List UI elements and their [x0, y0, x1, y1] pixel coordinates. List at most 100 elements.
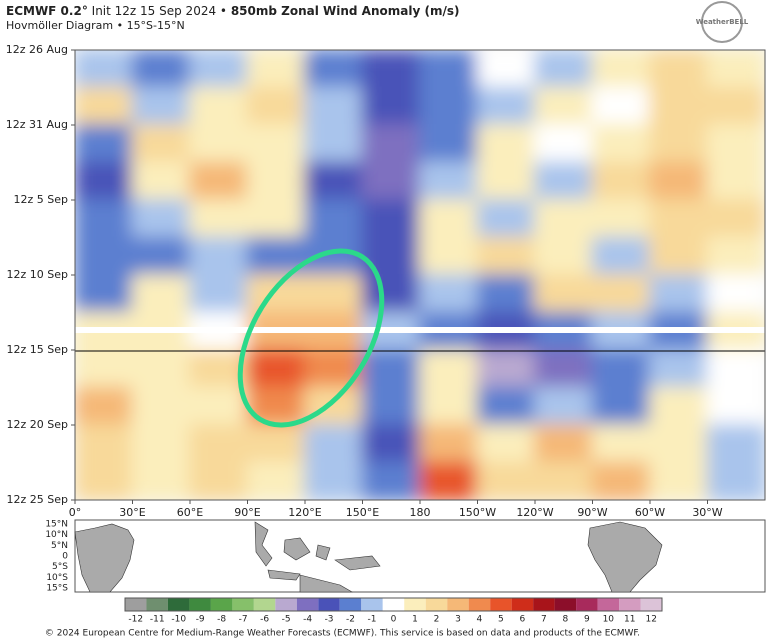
colorbar-swatch — [232, 598, 254, 611]
heat-cell — [419, 124, 479, 164]
heat-cell — [706, 461, 765, 500]
map-lat-label: 5°N — [51, 541, 68, 551]
heat-cell — [246, 274, 306, 314]
heat-cell — [419, 236, 479, 276]
heat-cell — [534, 386, 594, 426]
heat-cell — [246, 124, 306, 164]
heat-cell — [131, 424, 191, 464]
colorbar-swatch — [468, 598, 491, 611]
colorbar-tick-label: 7 — [541, 615, 547, 625]
colorbar-tick-label: -3 — [325, 615, 334, 625]
heat-cell — [131, 386, 191, 426]
colorbar-tick-label: 10 — [603, 615, 615, 625]
colorbar-swatch — [447, 598, 469, 611]
heat-cell — [246, 461, 306, 500]
heat-cell — [476, 424, 536, 464]
x-tick-label: 60°E — [177, 506, 203, 519]
heat-cell — [706, 124, 765, 164]
x-tick-label: 150°W — [459, 506, 496, 519]
colorbar-tick-label: -8 — [217, 615, 226, 625]
x-tick-label: 120°W — [516, 506, 553, 519]
heat-cell — [534, 349, 594, 389]
y-tick-label: 12z 10 Sep — [7, 268, 69, 281]
x-tick-label: 60°W — [635, 506, 665, 519]
colorbar-tick-label: 4 — [477, 615, 483, 625]
heat-cell — [476, 236, 536, 276]
heat-cell — [476, 86, 536, 126]
heat-cell — [131, 124, 191, 164]
heat-cell — [706, 161, 765, 201]
heat-cell — [131, 274, 191, 314]
heat-cell — [476, 274, 536, 314]
heat-cell — [304, 86, 364, 126]
colorbar-swatch — [425, 598, 448, 611]
map-lat-label: 0 — [62, 552, 68, 562]
heat-cell — [304, 424, 364, 464]
heat-cell — [304, 274, 364, 314]
heat-cell — [304, 386, 364, 426]
colorbar-swatch — [533, 598, 555, 611]
colorbar-swatch — [125, 598, 147, 611]
heat-cell — [591, 50, 651, 89]
colorbar-swatch — [597, 598, 620, 611]
map-lat-label: 15°S — [46, 584, 68, 594]
heat-cell — [75, 50, 134, 89]
heatmap — [75, 50, 765, 500]
colorbar-tick-label: 9 — [584, 615, 590, 625]
heat-cell — [246, 50, 306, 89]
heat-cell — [189, 50, 249, 89]
missing-data-gap — [75, 327, 765, 333]
x-tick-label: 150°E — [346, 506, 379, 519]
heat-cell — [189, 274, 249, 314]
heat-cell — [706, 424, 765, 464]
heat-cell — [304, 349, 364, 389]
heat-cell — [706, 236, 765, 276]
colorbar-tick-label: -7 — [239, 615, 248, 625]
heat-cell — [246, 424, 306, 464]
heat-cell — [361, 199, 421, 239]
map-lat-label: 10°S — [46, 573, 68, 583]
heat-cell — [534, 124, 594, 164]
colorbar-tick-label: -1 — [368, 615, 377, 625]
heat-cell — [189, 236, 249, 276]
heat-cell — [476, 124, 536, 164]
heat-cell — [476, 386, 536, 426]
heat-cell — [591, 161, 651, 201]
heat-cell — [131, 236, 191, 276]
colorbar-swatch — [404, 598, 426, 611]
heat-cell — [131, 199, 191, 239]
heat-cell — [75, 86, 134, 126]
heat-cell — [189, 124, 249, 164]
heat-cell — [361, 461, 421, 500]
heat-cell — [419, 199, 479, 239]
heat-cell — [591, 124, 651, 164]
heat-cell — [304, 461, 364, 500]
heat-cell — [591, 349, 651, 389]
heat-cell — [304, 50, 364, 89]
heat-cell — [649, 386, 709, 426]
heat-cell — [649, 349, 709, 389]
x-tick-label: 30°E — [119, 506, 145, 519]
heat-cell — [591, 386, 651, 426]
heat-cell — [361, 236, 421, 276]
map-frame — [74, 519, 766, 593]
y-tick-label: 12z 26 Aug — [6, 43, 68, 56]
heat-cell — [534, 86, 594, 126]
colorbar-swatch — [339, 598, 362, 611]
colorbar-tick-label: 11 — [624, 615, 635, 625]
colorbar-swatch — [382, 598, 405, 611]
heat-cell — [75, 161, 134, 201]
heat-cell — [75, 349, 134, 389]
colorbar-swatch — [318, 598, 340, 611]
colorbar-outline — [124, 597, 663, 612]
heat-cell — [476, 199, 536, 239]
colorbar-swatch — [253, 598, 276, 611]
heat-cell — [75, 236, 134, 276]
heat-cell — [706, 274, 765, 314]
heat-cell — [131, 349, 191, 389]
colorbar-tick-label: -6 — [260, 615, 269, 625]
heat-cell — [419, 161, 479, 201]
heat-cell — [591, 86, 651, 126]
heatmap-field — [75, 50, 765, 500]
colorbar-swatch — [361, 598, 383, 611]
